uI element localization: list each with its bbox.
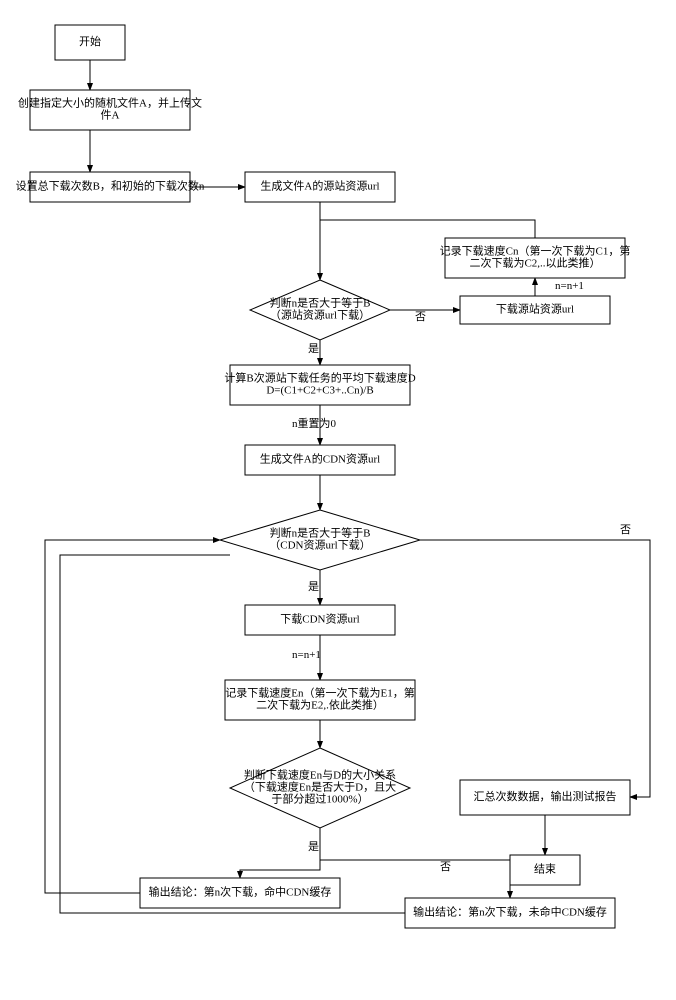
edge-label: 否: [415, 311, 426, 323]
node-label: 生成文件A的CDN资源url: [260, 452, 380, 466]
node-label: 输出结论：第n次下载，命中CDN缓存: [149, 885, 332, 899]
node-label: 生成文件A的源站资源url: [260, 179, 379, 193]
node-label: 下载CDN资源url: [280, 612, 359, 626]
node-label: 结束: [534, 863, 556, 876]
node-label: （下载速度En是否大于D，且大: [244, 780, 396, 794]
node-label: 件A: [101, 109, 120, 122]
edge-label: n=n+1: [292, 649, 321, 661]
edge: [240, 828, 320, 878]
node-label: （CDN资源url下载）: [269, 538, 370, 552]
edge: [420, 540, 650, 797]
node-label: 二次下载为C2,..以此类推）: [469, 256, 600, 270]
edge-label: 是: [308, 840, 319, 853]
node-label: 判断n是否大于等于B: [270, 526, 371, 540]
node-label: 开始: [79, 34, 101, 48]
node-label: 记录下载速度Cn（第一次下载为C1，第: [440, 244, 631, 258]
node-label: 计算B次源站下载任务的平均下载速度D: [224, 371, 415, 385]
node-label: 设置总下载次数B，和初始的下载次数n: [16, 179, 205, 193]
node-label: 创建指定大小的随机文件A，并上传文: [18, 96, 202, 110]
node-label: 下载源站资源url: [496, 302, 574, 316]
node-label: 判断下载速度En与D的大小关系: [244, 768, 396, 782]
node-label: 二次下载为E2,.依此类推）: [256, 698, 384, 712]
edge-label: 是: [308, 580, 319, 593]
edge: [320, 220, 535, 238]
node-label: （源站资源url下载）: [270, 308, 370, 322]
edge: [320, 828, 510, 898]
edge-label: n重置为0: [292, 416, 336, 430]
node-label: 记录下载速度En（第一次下载为E1，第: [225, 686, 414, 700]
flowchart-canvas: 开始创建指定大小的随机文件A，并上传文件A 设置总下载次数B，和初始的下载次数n 生…: [0, 0, 676, 1000]
node-label: 汇总次数数据，输出测试报告: [474, 789, 617, 803]
node-label: 输出结论：第n次下载，未命中CDN缓存: [413, 905, 607, 919]
edge: [45, 540, 220, 893]
node-label: D=(C1+C2+C3+..Cn)/B: [266, 385, 373, 397]
node-label: 于部分超过1000%）: [271, 792, 368, 806]
edge-label: 是: [308, 342, 319, 355]
edge-label: 否: [440, 861, 451, 873]
edge-label: n=n+1: [555, 280, 584, 292]
edge-label: 否: [620, 524, 631, 536]
node-label: 判断n是否大于等于B: [270, 296, 371, 310]
